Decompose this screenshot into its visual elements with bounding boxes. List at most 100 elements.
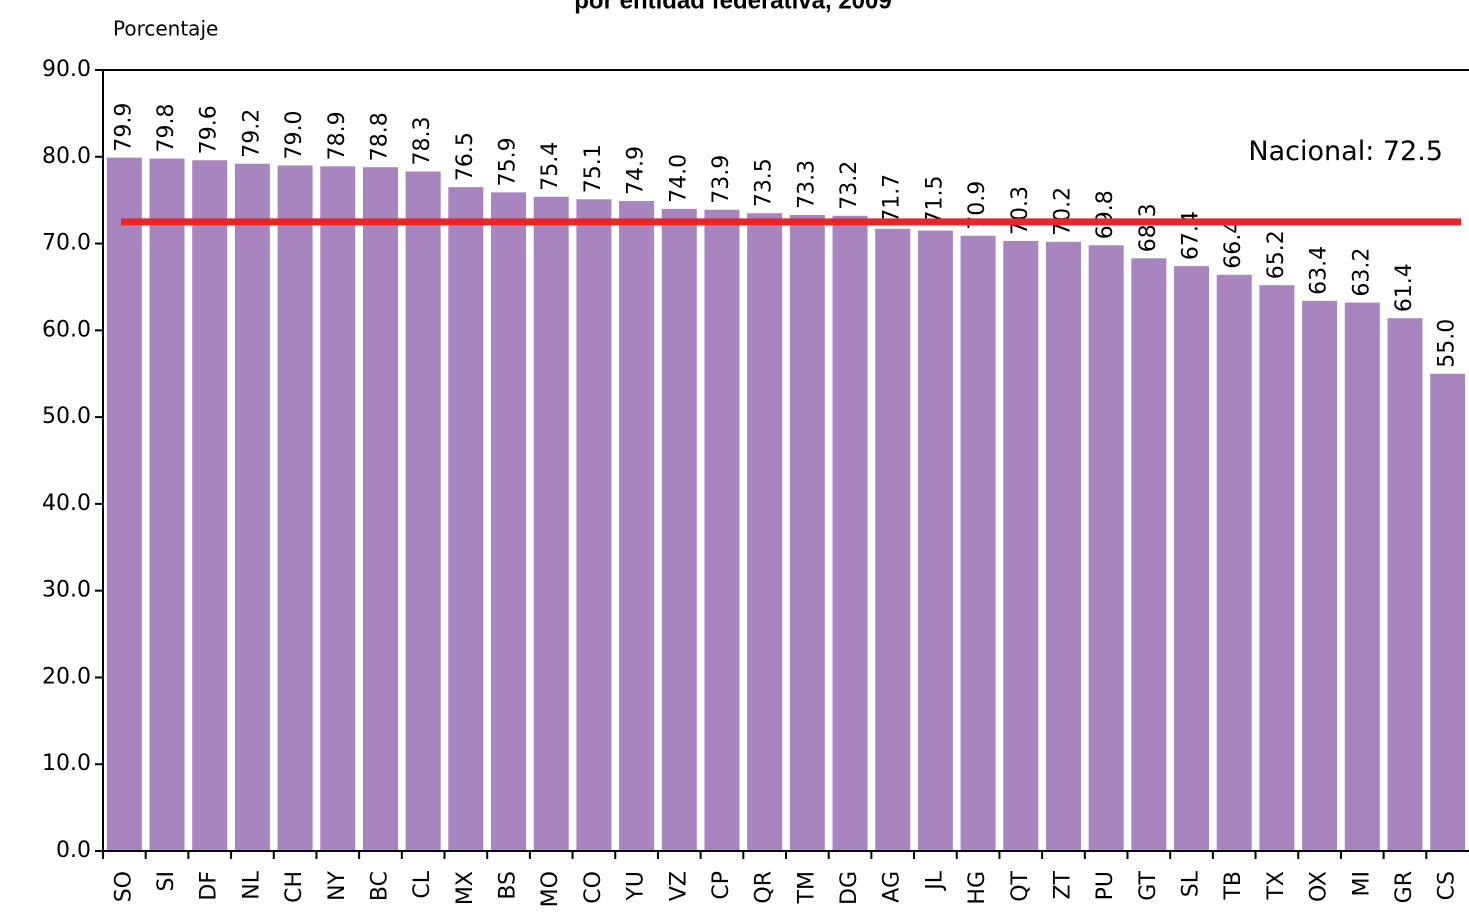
x-tick-label: GT bbox=[1136, 870, 1161, 900]
x-tick-label: QT bbox=[1008, 870, 1033, 901]
x-tick-label: OX bbox=[1307, 871, 1332, 902]
reference-label: Nacional: 72.5 bbox=[1248, 136, 1443, 167]
x-tick-label: TX bbox=[1264, 871, 1289, 901]
value-label: 79.2 bbox=[239, 109, 264, 158]
y-tick-label: 10.0 bbox=[42, 751, 91, 776]
bar bbox=[1387, 318, 1423, 851]
value-label: 73.5 bbox=[752, 158, 777, 207]
value-label: 74.0 bbox=[666, 154, 691, 203]
bar bbox=[832, 215, 868, 851]
bar bbox=[1045, 241, 1081, 851]
x-tick-label: CL bbox=[410, 870, 435, 898]
value-label: 69.8 bbox=[1093, 190, 1118, 239]
x-tick-label: MI bbox=[1349, 871, 1374, 896]
value-label: 65.2 bbox=[1264, 230, 1289, 279]
bar bbox=[106, 157, 142, 851]
value-label: 79.0 bbox=[282, 110, 307, 159]
x-tick-label: BC bbox=[367, 871, 392, 901]
bar bbox=[1088, 245, 1124, 851]
bar bbox=[747, 213, 783, 851]
bar bbox=[619, 201, 655, 852]
value-label: 75.4 bbox=[538, 142, 563, 191]
bar bbox=[1259, 285, 1295, 852]
value-label: 73.3 bbox=[794, 160, 819, 209]
bar bbox=[960, 235, 996, 852]
value-label: 63.2 bbox=[1349, 248, 1374, 297]
chart-title: por entidad federativa, 2009 bbox=[574, 0, 891, 14]
bar bbox=[661, 208, 697, 851]
bar bbox=[875, 228, 911, 851]
value-label: 71.7 bbox=[880, 174, 905, 223]
value-label: 79.6 bbox=[197, 105, 222, 154]
bar bbox=[1131, 258, 1167, 852]
value-label: 70.3 bbox=[1008, 186, 1033, 235]
y-axis-label: Porcentaje bbox=[113, 17, 218, 41]
x-tick-label: SO bbox=[111, 871, 136, 902]
x-tick-label: QR bbox=[752, 871, 777, 904]
bar bbox=[192, 160, 228, 851]
value-label: 75.9 bbox=[496, 137, 521, 186]
value-label: 76.5 bbox=[453, 132, 478, 181]
y-tick-label: 50.0 bbox=[42, 404, 91, 429]
y-tick-label: 40.0 bbox=[42, 491, 91, 516]
value-label: 70.2 bbox=[1050, 187, 1075, 236]
value-label: 68.3 bbox=[1136, 203, 1161, 252]
x-tick-label: DG bbox=[837, 871, 862, 905]
y-tick-label: 20.0 bbox=[42, 664, 91, 689]
y-tick-label: 0.0 bbox=[56, 838, 91, 863]
value-label: 61.4 bbox=[1392, 263, 1417, 312]
value-label: 75.1 bbox=[581, 144, 606, 193]
x-tick-label: DF bbox=[197, 871, 222, 901]
x-tick-label: CO bbox=[581, 871, 606, 904]
y-tick-label: 90.0 bbox=[42, 57, 91, 82]
value-label: 55.0 bbox=[1435, 319, 1460, 368]
x-tick-label: SL bbox=[1179, 870, 1204, 897]
value-label: 78.8 bbox=[367, 112, 392, 161]
x-tick-label: VZ bbox=[666, 871, 691, 901]
x-tick-label: HG bbox=[965, 871, 990, 905]
x-tick-label: PU bbox=[1093, 871, 1118, 900]
value-label: 74.9 bbox=[624, 146, 649, 195]
x-tick-label: CH bbox=[282, 871, 307, 903]
bar bbox=[320, 166, 356, 851]
y-tick-label: 70.0 bbox=[42, 231, 91, 256]
value-label: 66.4 bbox=[1221, 220, 1246, 269]
x-tick-label: NY bbox=[325, 870, 350, 900]
value-label: 63.4 bbox=[1307, 246, 1332, 295]
x-tick-label: CS bbox=[1435, 871, 1460, 900]
value-label: 78.9 bbox=[325, 111, 350, 160]
value-label: 79.8 bbox=[154, 104, 179, 153]
y-tick-label: 30.0 bbox=[42, 578, 91, 603]
bar bbox=[234, 163, 270, 852]
bar bbox=[789, 214, 825, 851]
x-tick-label: TB bbox=[1221, 871, 1246, 901]
value-label: 73.9 bbox=[709, 155, 734, 204]
bar bbox=[1430, 373, 1466, 851]
bar bbox=[704, 209, 740, 851]
bar bbox=[448, 187, 484, 851]
bar bbox=[405, 171, 441, 851]
bar bbox=[1344, 302, 1380, 851]
bar bbox=[917, 230, 953, 852]
bar bbox=[1216, 274, 1252, 852]
value-label: 78.3 bbox=[410, 117, 435, 166]
value-label: 73.2 bbox=[837, 161, 862, 210]
x-tick-label: NL bbox=[239, 870, 264, 899]
x-tick-label: GR bbox=[1392, 871, 1417, 903]
bar bbox=[1003, 240, 1039, 852]
bar bbox=[277, 165, 313, 851]
x-tick-label: CP bbox=[709, 871, 734, 900]
x-tick-label: YU bbox=[624, 871, 649, 902]
x-tick-label: ZT bbox=[1050, 870, 1075, 899]
bar bbox=[533, 196, 569, 851]
value-label: 71.5 bbox=[922, 176, 947, 225]
x-tick-label: BS bbox=[496, 871, 521, 900]
bar bbox=[1302, 300, 1338, 852]
bar bbox=[1174, 266, 1210, 851]
x-tick-label: MX bbox=[453, 871, 478, 905]
x-tick-label: AG bbox=[880, 871, 905, 903]
x-tick-label: JL bbox=[922, 870, 947, 891]
y-tick-label: 80.0 bbox=[42, 144, 91, 169]
x-tick-label: SI bbox=[154, 871, 179, 891]
